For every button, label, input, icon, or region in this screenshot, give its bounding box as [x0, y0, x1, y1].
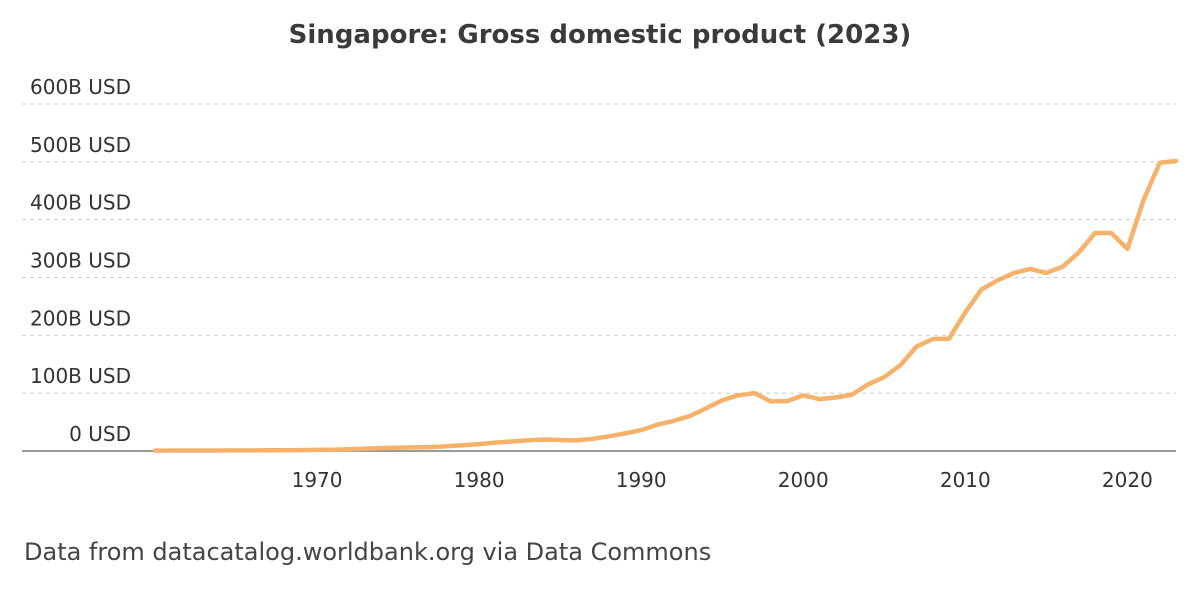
y-tick-label: 300B USD: [30, 249, 131, 273]
x-tick-label: 2010: [940, 468, 991, 492]
y-axis-ticks: 0 USD 100B USD 200B USD 300B USD 400B USD 500…: [30, 75, 131, 446]
source-note: Data from datacatalog.worldbank.org via …: [24, 538, 712, 566]
y-tick-label: 400B USD: [30, 191, 131, 215]
y-tick-label: 500B USD: [30, 133, 131, 157]
y-tick-label: 200B USD: [30, 306, 131, 330]
y-tick-label: 0 USD: [69, 422, 131, 446]
x-tick-label: 1980: [454, 468, 505, 492]
series-line: [152, 158, 1179, 453]
x-tick-label: 2000: [778, 468, 829, 492]
y-tick-label: 100B USD: [30, 364, 131, 388]
x-tick-label: 1990: [616, 468, 667, 492]
x-tick-label: 2020: [1102, 468, 1153, 492]
y-tick-label: 600B USD: [30, 75, 131, 99]
series-layer: [152, 158, 1179, 453]
chart-title: Singapore: Gross domestic product (2023): [288, 20, 912, 50]
gridlines: [22, 103, 1176, 394]
x-axis-ticks: 1970 1980 1990 2000 2010 2020: [292, 468, 1153, 492]
x-tick-label: 1970: [292, 468, 343, 492]
